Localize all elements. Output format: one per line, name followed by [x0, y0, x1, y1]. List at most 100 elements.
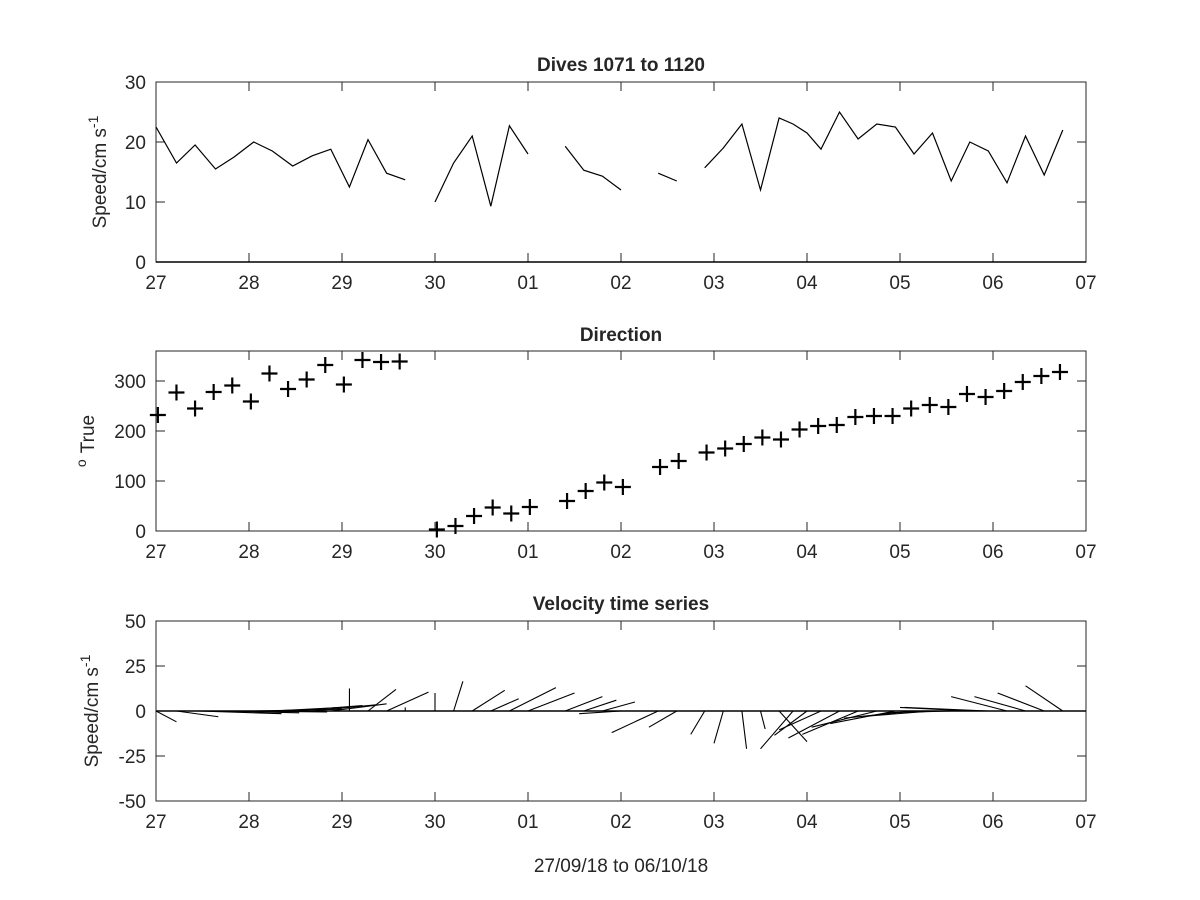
velocity-y-axis-label-exponent: -1	[77, 654, 93, 667]
velocity-stick	[602, 701, 636, 712]
direction-plus-marker	[280, 381, 297, 397]
velocity-sticks	[155, 681, 1086, 750]
direction-plus-marker	[996, 383, 1013, 399]
velocity-stick	[1025, 685, 1064, 712]
direction-x-tick-label: 28	[238, 542, 259, 563]
speed-x-tick-label: 30	[424, 273, 445, 294]
direction-plus-marker	[168, 384, 185, 401]
speed-x-tick-label: 06	[982, 273, 1003, 294]
velocity-stick	[197, 710, 282, 715]
direction-y-tick-label: 300	[114, 372, 146, 393]
direction-plus-marker	[149, 407, 166, 423]
speed-line-segment	[704, 110, 1064, 193]
velocity-stick	[741, 710, 748, 749]
velocity-y-ticks: -50 -25 0 25 50	[119, 612, 1086, 813]
velocity-stick	[690, 710, 706, 735]
direction-y-tick-label: 0	[135, 522, 146, 543]
direction-plus-marker	[428, 521, 445, 538]
velocity-stick	[155, 710, 177, 723]
direction-plus-marker	[242, 393, 259, 410]
velocity-x-tick-label: 05	[889, 812, 910, 833]
velocity-stick	[713, 710, 724, 744]
direction-plus-marker	[735, 436, 752, 452]
direction-plus-marker	[754, 429, 771, 446]
speed-x-tick-label: 29	[331, 273, 352, 294]
direction-x-tick-label: 29	[331, 542, 352, 563]
velocity-stick	[778, 710, 822, 731]
speed-x-tick-label: 04	[796, 273, 818, 294]
direction-x-tick-label: 01	[517, 542, 538, 563]
velocity-x-tick-label: 29	[331, 812, 352, 833]
direction-plus-marker	[559, 493, 576, 509]
velocity-stick	[215, 710, 300, 714]
velocity-x-tick-label: 06	[982, 812, 1003, 833]
direction-plus-marker	[577, 483, 594, 499]
speed-line-segment	[434, 124, 529, 207]
direction-plus-marker	[298, 371, 315, 388]
direction-plus-marker	[977, 389, 994, 405]
direction-plus-marker	[903, 400, 920, 417]
direction-plus-marker	[921, 397, 938, 413]
direction-plus-marker	[224, 377, 241, 394]
velocity-x-tick-label: 01	[517, 812, 538, 833]
speed-x-tick-label: 02	[610, 273, 631, 294]
velocity-y-tick-label: -50	[119, 792, 146, 813]
speed-y-axis-label-exponent: -1	[85, 115, 101, 128]
direction-plus-marker	[317, 357, 334, 373]
direction-y-tick-label: 100	[114, 472, 146, 493]
direction-plus-marker	[205, 384, 222, 400]
direction-x-tick-label: 06	[982, 542, 1003, 563]
velocity-x-tick-label: 04	[796, 812, 818, 833]
velocity-x-tick-label: 30	[424, 812, 445, 833]
velocity-stick	[292, 705, 363, 712]
speed-panel: Dives 1071 to 1120 Speed/cm s-1 01 02 030 …	[85, 55, 1097, 294]
velocity-stick	[778, 710, 808, 742]
velocity-stick	[886, 710, 952, 714]
direction-plus-marker	[187, 400, 204, 417]
speed-x-ticks: 27 28 29 30 01 02 03 04 05 06 07	[145, 82, 1097, 294]
direction-plus-marker	[1014, 374, 1031, 390]
speed-y-tick-label: 10	[125, 193, 146, 214]
direction-plus-marker	[698, 444, 715, 461]
speed-x-tick-label: 01	[517, 273, 538, 294]
velocity-chart-title: Velocity time series	[533, 594, 709, 615]
velocity-y-axis-label-main: Speed/cm s	[82, 667, 103, 767]
velocity-stick	[648, 710, 678, 728]
direction-plus-marker	[335, 376, 352, 393]
velocity-stick	[611, 710, 659, 734]
speed-series	[155, 110, 1086, 263]
velocity-x-tick-label: 02	[610, 812, 631, 833]
velocity-stick	[565, 696, 603, 712]
speed-y-axis-label: Speed/cm s-1	[85, 115, 111, 228]
velocity-y-tick-label: 50	[125, 612, 146, 633]
velocity-x-tick-label: 27	[145, 812, 166, 833]
velocity-stick	[583, 699, 617, 712]
direction-plus-marker	[847, 409, 864, 425]
velocity-x-tick-label: 03	[703, 812, 724, 833]
velocity-stick	[579, 710, 622, 715]
speed-line-segment	[657, 172, 678, 182]
velocity-panel: Velocity time series Speed/cm s-1 27/09/…	[77, 594, 1097, 877]
direction-points	[149, 352, 1068, 538]
direction-x-tick-label: 05	[889, 542, 910, 563]
direction-y-ticks: 0 100 200 300	[114, 372, 1086, 543]
speed-line-segment	[155, 126, 406, 189]
direction-plus-marker	[940, 399, 957, 415]
direction-axes-frame	[155, 350, 1087, 532]
velocity-stick	[811, 710, 877, 728]
direction-plus-marker	[614, 479, 631, 495]
speed-line-segment	[564, 145, 622, 191]
direction-chart-title: Direction	[580, 325, 662, 346]
direction-plus-marker	[884, 408, 901, 424]
direction-y-tick-label: 200	[114, 422, 146, 443]
velocity-stick	[760, 710, 794, 750]
direction-plus-marker	[810, 418, 827, 434]
direction-plus-marker	[958, 386, 975, 402]
direction-x-tick-label: 30	[424, 542, 445, 563]
direction-y-axis-label-exponent: o	[73, 459, 89, 467]
direction-x-ticks: 27 28 29 30 01 02 03 04 05 06 07	[145, 351, 1097, 563]
velocity-stick	[386, 691, 429, 712]
speed-y-axis-label-main: Speed/cm s	[90, 128, 111, 228]
speed-y-ticks: 0 10 20 30	[125, 73, 1086, 274]
